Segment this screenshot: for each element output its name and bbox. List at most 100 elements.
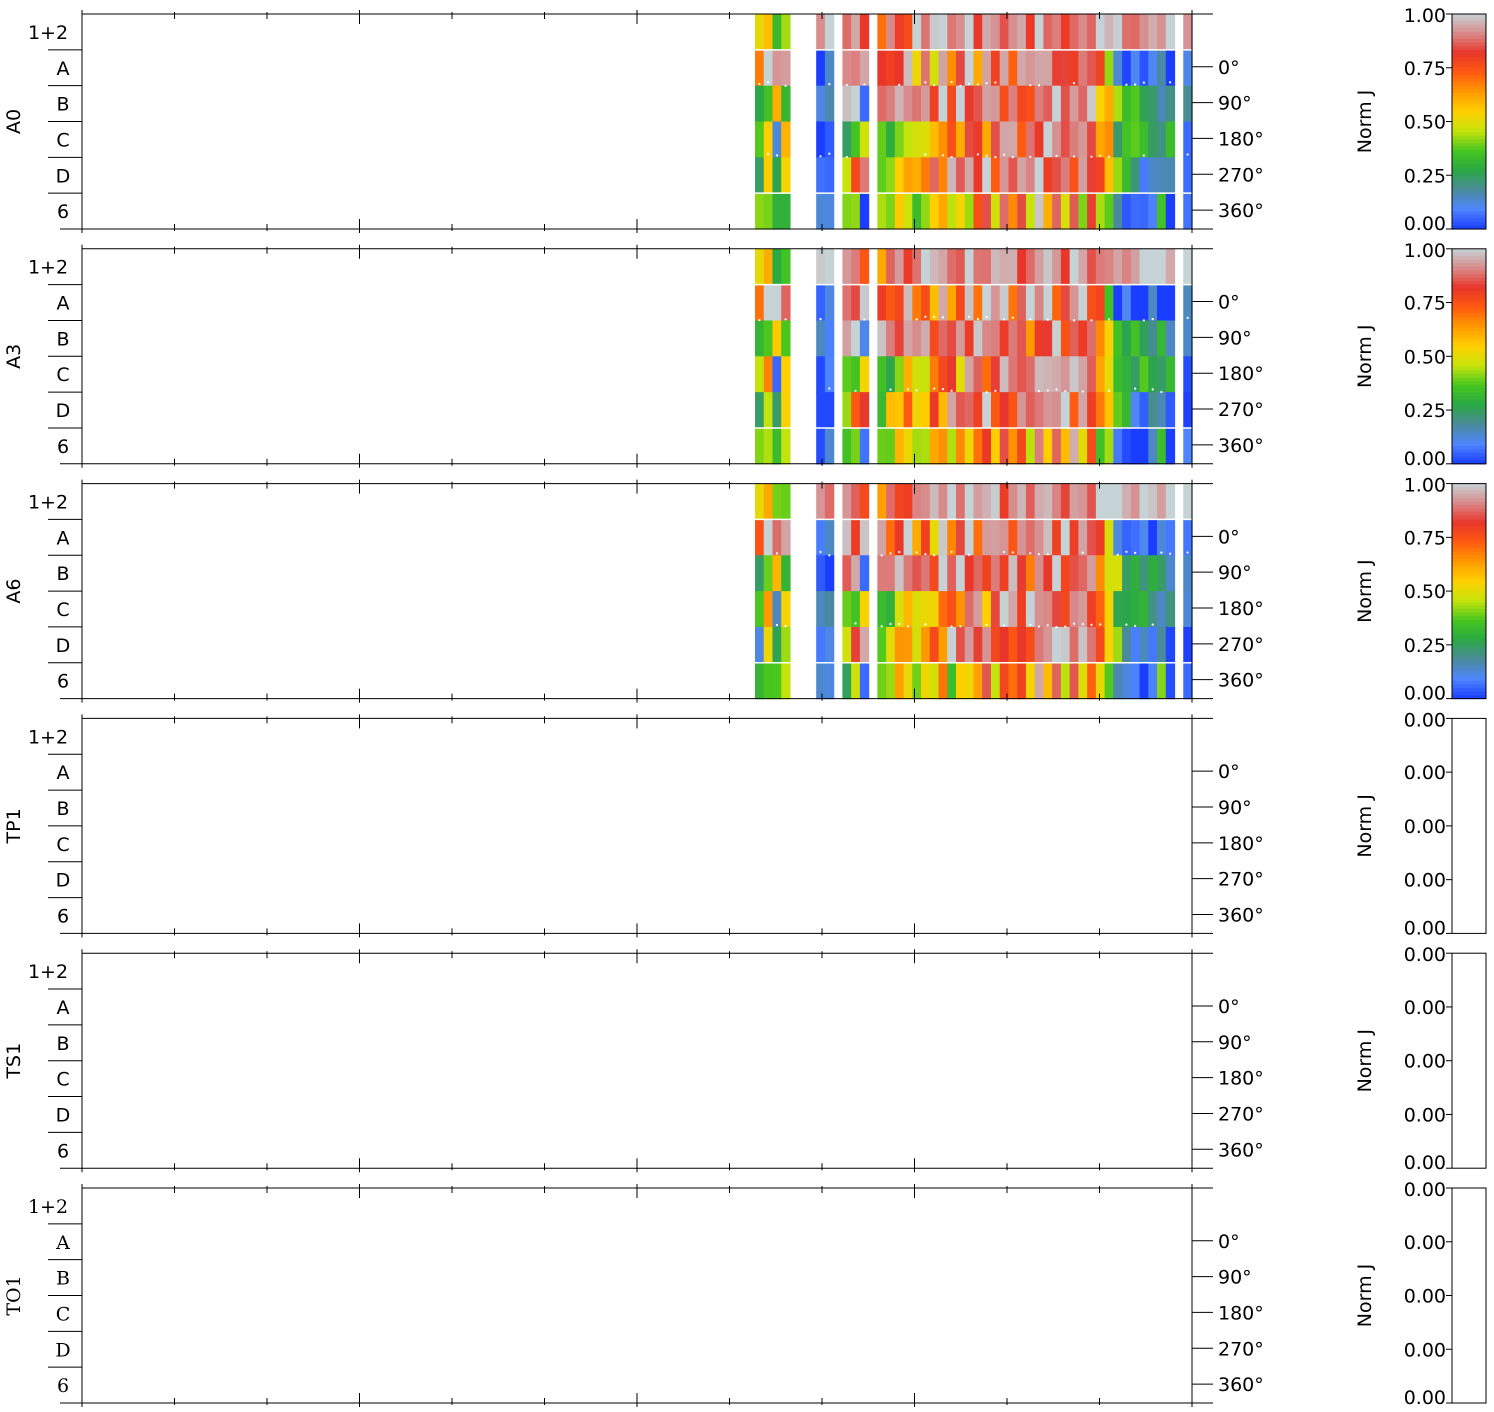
heatmap-cell <box>1104 85 1114 123</box>
heatmap-cell <box>964 392 975 429</box>
heatmap-cell <box>824 284 835 322</box>
heatmap-cell <box>956 193 966 230</box>
colorbar-swatch <box>1452 374 1486 379</box>
heatmap-cell <box>921 121 931 158</box>
heatmap-cell <box>912 284 922 322</box>
heatmap-cell <box>1122 555 1132 592</box>
heatmap-cell <box>1104 555 1114 592</box>
heatmap-cell <box>859 121 870 158</box>
colorbar-swatch <box>1452 460 1486 465</box>
phase-marker <box>1029 155 1032 158</box>
heatmap-cell <box>1043 356 1053 393</box>
heatmap-cell <box>1130 427 1141 465</box>
heatmap-cell <box>816 248 826 286</box>
heatmap-cell <box>1078 483 1088 521</box>
heatmap-cell <box>1148 662 1158 700</box>
heatmap-cell <box>894 284 905 322</box>
heatmap-cell <box>1060 14 1071 51</box>
colorbar-swatch <box>1452 537 1486 542</box>
heatmap-cell <box>1025 14 1036 51</box>
heatmap-cell <box>1017 121 1027 158</box>
heatmap-cell <box>824 320 835 357</box>
heatmap-cell <box>1087 248 1097 286</box>
heatmap-cell <box>903 626 913 664</box>
colorbar-swatch <box>1452 135 1486 141</box>
colorbar-swatch <box>1452 146 1486 151</box>
heatmap-cell <box>824 121 835 158</box>
heatmap-cell <box>903 85 913 123</box>
phase-marker <box>1090 155 1093 158</box>
phase-marker <box>1037 390 1041 393</box>
colorbar-swatch <box>1452 505 1486 510</box>
phase-marker <box>950 156 953 159</box>
heatmap-cell <box>1087 427 1097 465</box>
angle-label: 0° <box>1218 761 1240 783</box>
colorbar-swatch <box>1452 512 1486 517</box>
heatmap-cell <box>999 85 1010 123</box>
phase-marker <box>828 83 831 86</box>
heatmap-cell <box>1034 284 1045 322</box>
heatmap-cell <box>947 284 957 322</box>
phase-marker <box>1072 82 1076 85</box>
row-label: 6 <box>57 905 69 927</box>
colorbar-swatch <box>1452 110 1486 115</box>
heatmap-cell <box>1008 555 1018 592</box>
heatmap-cell <box>1148 248 1158 286</box>
phase-marker <box>1011 551 1014 554</box>
heatmap-cell <box>816 392 826 429</box>
heatmap-cell <box>1069 392 1079 429</box>
colorbar-swatch <box>1452 637 1486 642</box>
heatmap-cell <box>982 157 992 194</box>
heatmap-cell <box>1183 157 1193 194</box>
heatmap-cell <box>912 483 922 521</box>
heatmap-cell <box>990 519 1001 556</box>
heatmap-cell <box>851 121 861 158</box>
heatmap-cell <box>1017 356 1027 393</box>
phase-marker <box>1125 550 1128 553</box>
heatmap-cell <box>1095 49 1106 87</box>
heatmap-cell <box>816 662 826 700</box>
heatmap-cell <box>999 284 1010 322</box>
heatmap-cell <box>851 591 861 628</box>
phase-marker <box>1151 623 1154 626</box>
phase-marker <box>1029 552 1032 555</box>
heatmap-cell <box>999 14 1010 51</box>
heatmap-cell <box>1113 193 1123 230</box>
heatmap-cell <box>1165 49 1176 87</box>
colorbar-swatch <box>1452 273 1486 279</box>
angle-label: 0° <box>1218 57 1240 79</box>
heatmap-cell <box>1078 284 1088 322</box>
row-label: C <box>56 1069 69 1091</box>
heatmap-cell <box>956 248 966 286</box>
heatmap-cell <box>1139 121 1149 158</box>
heatmap-cell <box>990 427 1001 465</box>
colorbar-swatch <box>1452 626 1486 632</box>
phase-marker <box>1134 551 1137 555</box>
heatmap-cell <box>938 49 948 87</box>
colorbar-swatch <box>1452 508 1486 513</box>
angle-label: 360° <box>1218 670 1264 692</box>
colorbar-swatch <box>1452 35 1486 40</box>
heatmap-cell <box>755 193 765 230</box>
heatmap-cell <box>1008 356 1018 393</box>
heatmap-cell <box>1043 555 1053 592</box>
heatmap-cell <box>1157 392 1167 429</box>
heatmap-cell <box>1060 356 1071 393</box>
heatmap-cell <box>1052 49 1062 87</box>
heatmap-cell <box>938 121 948 158</box>
colorbar-swatch <box>1452 655 1486 660</box>
heatmap-cell <box>859 49 870 87</box>
heatmap-cell <box>772 49 782 87</box>
angle-label: 90° <box>1218 562 1252 584</box>
heatmap-cell <box>772 483 782 521</box>
heatmap-cell <box>921 392 931 429</box>
heatmap-cell <box>1183 555 1193 592</box>
heatmap-cell <box>999 626 1010 664</box>
heatmap-cell <box>1165 483 1176 521</box>
heatmap-cell <box>1052 626 1062 664</box>
heatmap-cell <box>990 356 1001 393</box>
heatmap-cell <box>1087 626 1097 664</box>
colorbar-swatch <box>1452 345 1486 350</box>
heatmap-cell <box>1139 157 1149 194</box>
heatmap-cell <box>929 427 940 465</box>
